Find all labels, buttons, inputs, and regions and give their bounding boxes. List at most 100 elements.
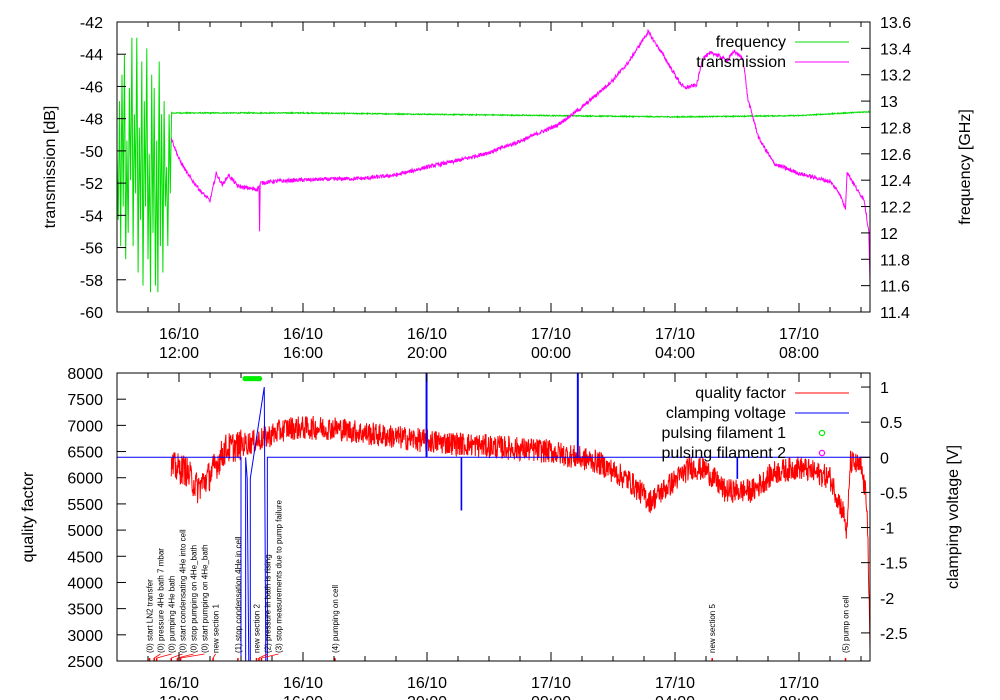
y-tick-label: 4000 [67,575,103,592]
x-tick-time: 00:00 [531,694,571,700]
event-label: (0) stop pumping on 4He_bath [190,545,199,653]
event-label: (0) start pumping on 4He_bath [201,544,210,653]
y2-tick-label: 12.6 [880,147,911,164]
y-tick-label: 3000 [67,628,103,645]
y-tick-label: 5000 [67,523,103,540]
x-tick-time: 20:00 [407,694,447,700]
x-tick-date: 17/10 [531,326,571,343]
x-tick-time: 04:00 [655,694,695,700]
x-tick-time: 08:00 [779,694,819,700]
y-tick-label: -58 [80,273,103,290]
y-tick-label: 8000 [67,366,103,383]
x-tick-time: 08:00 [779,345,819,362]
frequency-line [117,37,870,293]
y2-tick-label: 12.4 [880,173,911,190]
x-tick-time: 20:00 [407,345,447,362]
y2-tick-label: 11.4 [880,305,910,322]
y2-tick-label: 13.6 [880,15,911,32]
y2-tick-label: -2 [880,591,894,608]
legend-marker [818,449,826,457]
x-tick-time: 16:00 [283,345,323,362]
event-leader-line [261,653,279,659]
x-tick-date: 16/10 [283,675,323,692]
y-tick-label: 6000 [67,471,103,488]
x-tick-date: 17/10 [655,675,695,692]
plot-frame [116,21,871,313]
x-tick-date: 16/10 [407,326,447,343]
event-label: (2) pressure in bath is rising [264,554,273,653]
y-tick-label: 6500 [67,445,103,462]
event-leader-line [171,653,183,659]
y2-tick-label: 11.8 [880,252,910,269]
event-leader-line [212,653,216,659]
bottom-y2-axis-label: clamping voltage [V] [945,445,962,589]
plot-area [117,28,870,293]
y2-tick-label: 12.8 [880,120,911,137]
pulsing-filament-1-point [257,376,263,382]
y2-tick-label: 13.4 [880,41,911,58]
y2-tick-label: 1 [880,380,889,397]
event-label: (0) pressure 4He bath 7 mbar [157,548,166,653]
top-y2-axis-label: frequency [GHz] [957,109,974,225]
bottom-y-axis-label: quality factor [20,471,37,562]
y2-tick-label: 12 [880,226,898,243]
y-tick-label: -54 [80,208,103,225]
y-tick-label: -52 [80,176,103,193]
event-leader-line [156,653,172,659]
y-tick-label: 7500 [67,392,103,409]
legend-label: clamping voltage [666,405,786,422]
y2-tick-label: 12.2 [880,200,911,217]
y-tick-label: 5500 [67,497,103,514]
y-tick-label: -48 [80,112,103,129]
event-label: (0) start LN2 transfer [146,579,155,653]
y2-tick-label: -2.5 [880,626,908,643]
x-tick-time: 12:00 [159,345,199,362]
plot-area [117,373,870,661]
legend-marker [818,429,826,437]
x-tick-date: 16/10 [283,326,323,343]
x-tick-date: 16/10 [159,675,199,692]
event-label: new section 5 [708,604,717,653]
x-tick-time: 04:00 [655,345,695,362]
legend-label: transmission [696,54,786,71]
legend-label: pulsing filament 1 [661,425,786,442]
x-tick-time: 16:00 [283,694,323,700]
y2-tick-label: 13.2 [880,68,911,85]
x-tick-date: 17/10 [655,326,695,343]
legend-label: pulsing filament 2 [661,445,786,462]
y-tick-label: -56 [80,241,103,258]
event-leader-line [258,653,268,659]
y-tick-label: -46 [80,79,103,96]
y2-tick-label: 13 [880,94,898,111]
event-leader-line [180,653,205,659]
y-tick-label: -60 [80,305,103,322]
transmission-line [170,28,870,284]
clamping-voltage-line [117,373,870,661]
plot-frame [116,372,871,662]
y-tick-label: -50 [80,144,103,161]
x-tick-date: 16/10 [159,326,199,343]
y-tick-label: 2500 [67,654,103,671]
legend-label: quality factor [695,385,786,402]
event-label: (0) pumping 4He bath [168,576,177,653]
event-label: (3) stop measurements due to pump failur… [275,499,284,653]
event-leader-line [153,653,161,659]
x-tick-time: 00:00 [531,345,571,362]
top-y-axis-label: transmission [dB] [42,106,59,229]
bottom-panel-quality-clamping: quality factor clamping voltage [V] (0) … [20,366,962,700]
event-label: new section 2 [253,604,262,653]
y2-tick-label: 0.5 [880,415,902,432]
y-tick-label: -44 [80,47,103,64]
y2-tick-label: 0 [880,450,889,467]
x-tick-date: 16/10 [407,675,447,692]
y-tick-label: 7000 [67,418,103,435]
y-tick-label: 4500 [67,549,103,566]
y2-tick-label: 11.6 [880,279,910,296]
y-tick-label: -42 [80,15,103,32]
y-tick-label: 3500 [67,602,103,619]
y2-tick-label: -0.5 [880,485,908,502]
y2-tick-label: -1 [880,521,894,538]
y2-tick-label: -1.5 [880,556,908,573]
x-tick-date: 17/10 [779,675,819,692]
